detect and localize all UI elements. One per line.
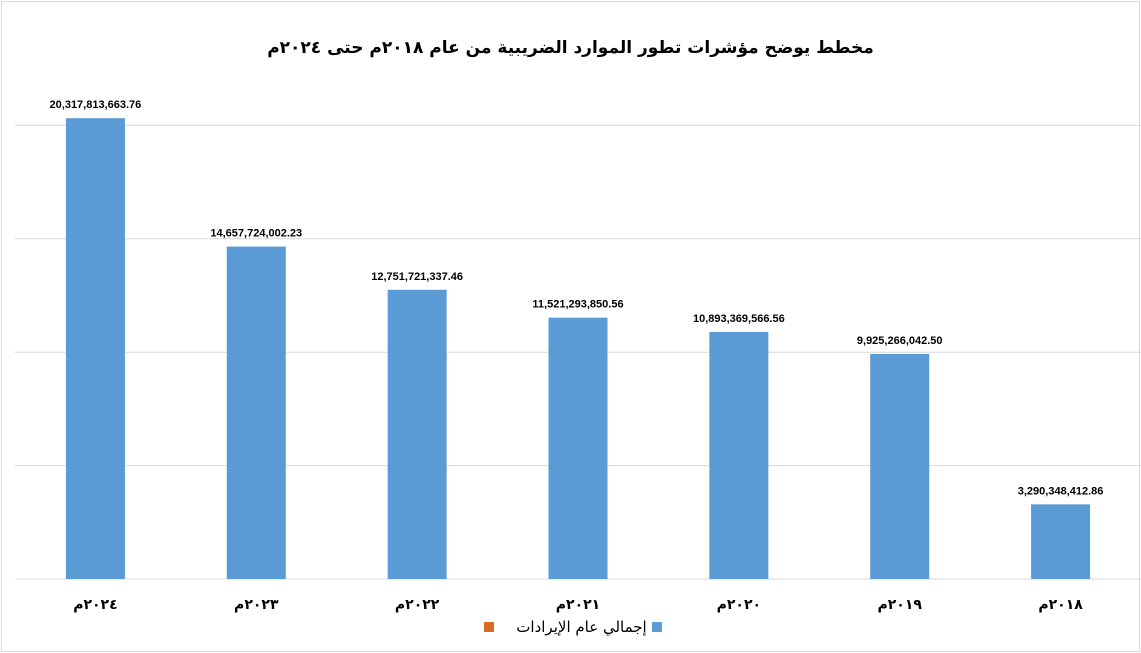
data-label: 9,925,266,042.50	[857, 335, 943, 347]
legend: إجمالي عام الإيرادات	[0, 618, 1141, 636]
bar-3	[548, 317, 608, 579]
bar-0	[65, 118, 125, 579]
x-tick-label: ٢٠١٩م	[877, 597, 922, 613]
data-label: 10,893,369,566.56	[693, 313, 785, 325]
data-label: 12,751,721,337.46	[371, 271, 463, 283]
bar-4	[709, 331, 769, 579]
bar-6	[1031, 504, 1091, 579]
x-tick-label: ٢٠٢٣م	[234, 597, 279, 613]
bar-5	[870, 353, 930, 579]
x-tick-label: ٢٠٢٤م	[73, 597, 117, 613]
x-tick-label: ٢٠٢٢م	[395, 597, 440, 613]
bar-1	[226, 246, 286, 580]
legend-label-revenue: إجمالي عام الإيرادات	[516, 618, 647, 636]
data-label: 14,657,724,002.23	[210, 228, 302, 240]
legend-item-series-2	[479, 622, 495, 632]
data-label: 20,317,813,663.76	[50, 99, 142, 111]
data-label: 11,521,293,850.56	[532, 299, 623, 311]
legend-item-revenue: إجمالي عام الإيرادات	[516, 618, 662, 636]
chart-title: مخطط يوضح مؤشرات تطور الموارد الضريبية م…	[267, 38, 874, 58]
x-tick-label: ٢٠٢١م	[556, 597, 600, 613]
x-tick-label: ٢٠١٨م	[1038, 597, 1083, 613]
legend-swatch-revenue	[651, 622, 662, 632]
data-label: 3,290,348,412.86	[1018, 485, 1104, 497]
bar-2	[387, 289, 447, 579]
x-tick-label: ٢٠٢٠م	[717, 597, 761, 613]
legend-swatch-series-2	[484, 622, 495, 632]
